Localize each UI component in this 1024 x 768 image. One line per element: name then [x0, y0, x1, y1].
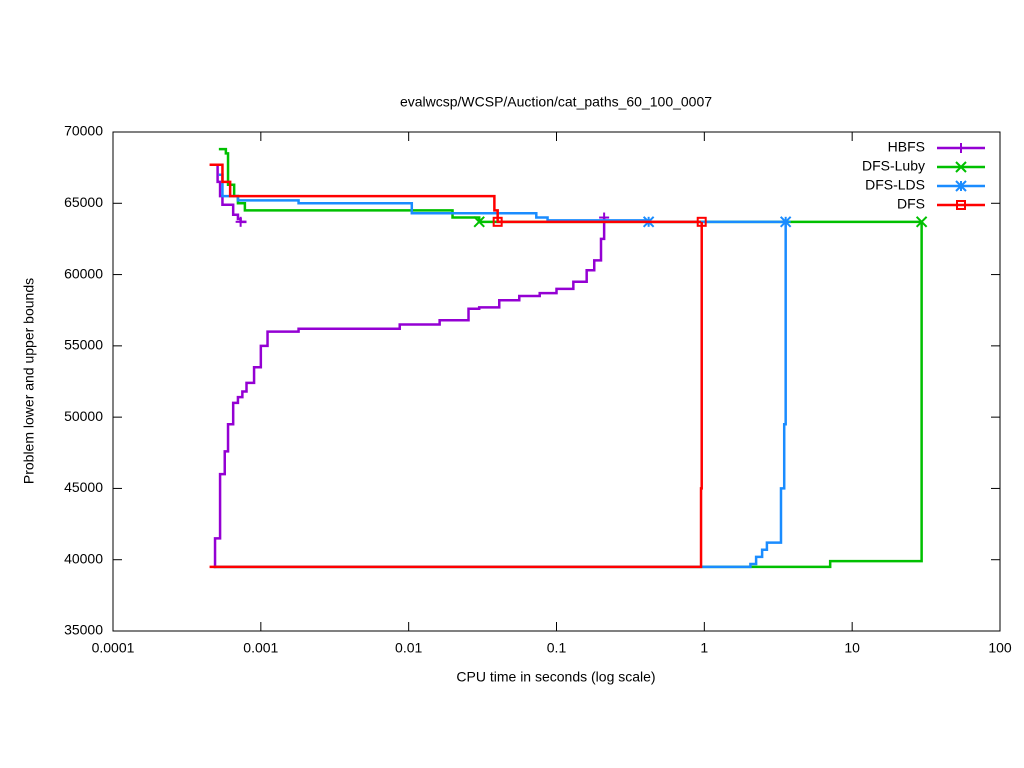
marker-stroke [955, 180, 967, 192]
legend-label: DFS [897, 196, 925, 212]
marker-stroke [779, 216, 792, 228]
legend-label: DFS-Luby [862, 158, 925, 174]
y-tick-label: 70000 [64, 123, 103, 139]
marker-square [696, 216, 707, 227]
y-axis-label: Problem lower and upper bounds [21, 278, 37, 484]
x-tick-label: 1 [700, 640, 708, 656]
marker [235, 216, 246, 227]
series-line [218, 147, 922, 224]
y-tick-label: 55000 [64, 337, 103, 353]
marker-stroke [473, 216, 485, 228]
marker-square [492, 216, 503, 227]
marker [915, 216, 928, 228]
y-tick-label: 65000 [64, 194, 103, 210]
marker [955, 161, 967, 173]
series-line [213, 221, 923, 569]
marker [473, 216, 485, 228]
marker-square [956, 200, 966, 210]
series-line [213, 217, 606, 569]
x-axis-label: CPU time in seconds (log scale) [456, 669, 655, 685]
x-tick-label: 10 [844, 640, 860, 656]
legend-label: DFS-LDS [865, 177, 925, 193]
series-line [213, 221, 787, 569]
marker [492, 216, 503, 227]
marker-stroke [955, 161, 967, 173]
marker [956, 200, 966, 210]
marker [955, 180, 967, 192]
x-tick-label: 100 [988, 640, 1012, 656]
y-tick-label: 50000 [64, 408, 103, 424]
y-tick-label: 40000 [64, 550, 103, 566]
y-tick-label: 45000 [64, 479, 103, 495]
series-line [218, 173, 786, 224]
x-tick-label: 0.001 [243, 640, 278, 656]
series-line [209, 163, 702, 224]
marker [956, 143, 966, 153]
x-tick-label: 0.1 [547, 640, 567, 656]
series-line [209, 221, 703, 569]
legend-label: HBFS [888, 139, 925, 155]
x-tick-label: 0.01 [395, 640, 422, 656]
marker [779, 216, 792, 228]
chart-title: evalwcsp/WCSP/Auction/cat_paths_60_100_0… [400, 94, 712, 110]
marker [696, 216, 707, 227]
y-tick-label: 60000 [64, 265, 103, 281]
x-tick-label: 0.0001 [92, 640, 135, 656]
y-tick-label: 35000 [64, 622, 103, 638]
marker-stroke [915, 216, 928, 228]
